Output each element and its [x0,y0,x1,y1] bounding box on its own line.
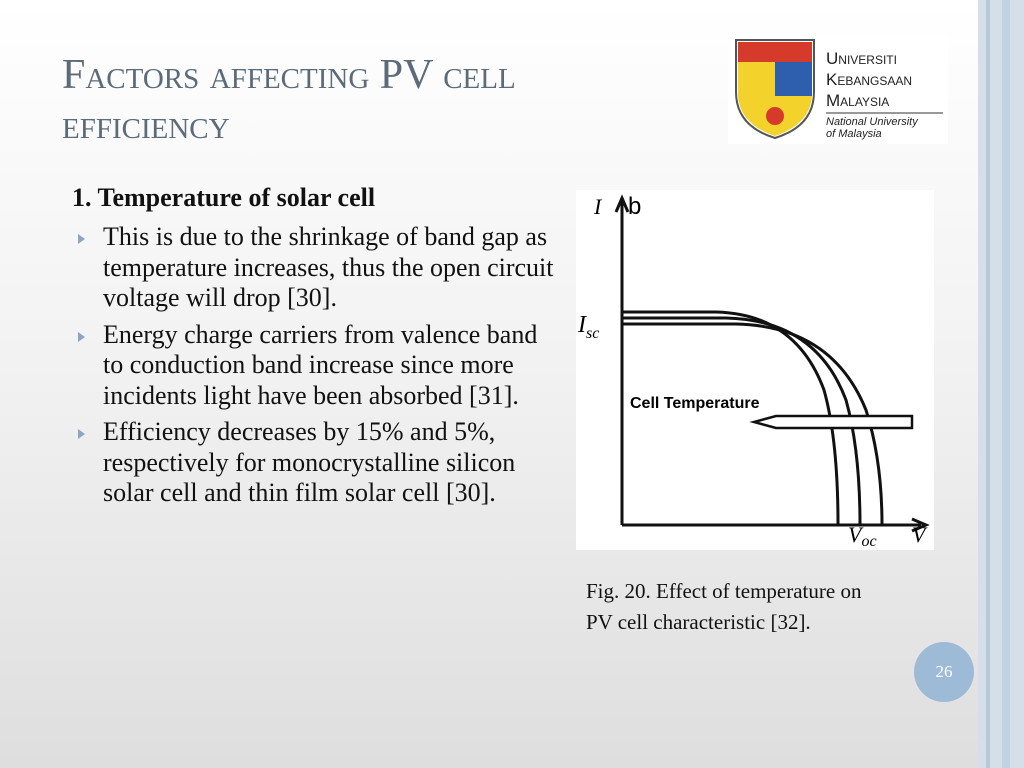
caption-line: Fig. 20. Effect of temperature on [586,579,862,603]
side-line [986,0,990,768]
figure-bg [576,190,934,550]
logo-name: Universiti [826,49,897,68]
arrow-label: Cell Temperature [630,395,760,412]
shield-top [738,42,812,62]
voc-symbol: V [848,522,864,547]
isc-subscript: sc [586,325,599,342]
side-band [978,0,1024,768]
temp-arrow [749,414,914,430]
bullet-list: This is due to the shrinkage of band gap… [72,222,562,515]
section-heading: 1. Temperature of solar cell [72,183,376,212]
logo-subtitle: of Malaysia [826,128,882,140]
shield-q1 [738,62,775,96]
figure-caption: Fig. 20. Effect of temperature on PV cel… [586,576,861,638]
bullet: This is due to the shrinkage of band gap… [72,222,562,314]
logo-name: Kebangsaan [826,70,912,89]
isc-symbol: I [577,312,587,338]
logo-subtitle: National University [826,116,919,128]
emblem [766,107,784,125]
caption-line: PV cell characteristic [32]. [586,610,811,634]
shield-q2 [775,62,812,96]
iv-curve [622,322,884,526]
logo-name: Malaysia [826,91,889,110]
x-arrow [911,517,930,533]
side-line [1002,0,1010,768]
voc-label: Voc [848,522,877,550]
page-number: 26 [914,642,974,702]
y-axis-label: I [593,194,603,219]
y-arrow [614,194,630,213]
voc-subscript: oc [861,533,876,550]
iv-figure: I b Isc Cell Temperature Voc V [576,190,934,550]
bullet: Efficiency decreases by 15% and 5%, resp… [72,417,562,509]
x-axis-label: V [912,522,928,547]
isc-label: Isc [577,312,599,342]
bullet: Energy charge carriers from valence band… [72,320,562,412]
logo: Universiti Kebangsaan Malaysia National … [728,34,948,144]
iv-curve [622,310,840,526]
slide-title: Factors affecting PV cell efficiency [62,52,516,148]
iv-curve [622,316,862,526]
corner-label: b [628,193,641,220]
